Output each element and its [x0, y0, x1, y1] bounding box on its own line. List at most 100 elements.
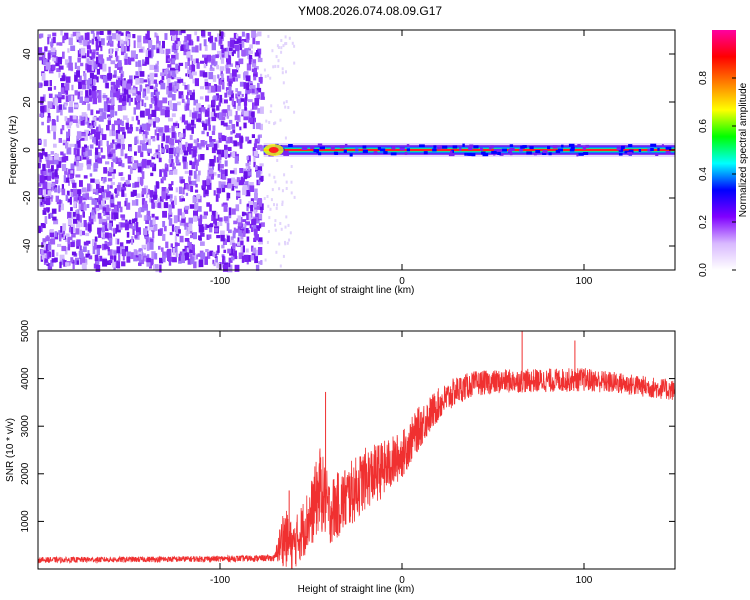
noise-cell: [248, 166, 251, 171]
noise-cell: [79, 254, 83, 259]
noise-cell: [146, 194, 149, 199]
noise-cell: [285, 187, 288, 190]
noise-cell: [224, 184, 229, 188]
noise-cell: [251, 111, 255, 118]
noise-cell: [118, 254, 121, 262]
noise-cell: [209, 67, 215, 72]
noise-cell: [170, 103, 173, 110]
signal-speckle: [450, 150, 453, 154]
noise-cell: [211, 99, 216, 106]
noise-cell: [107, 144, 111, 153]
noise-cell: [160, 72, 165, 76]
noise-cell: [257, 247, 263, 255]
noise-cell: [224, 99, 228, 104]
colorbar-ticks: 0.00.20.40.60.8: [698, 71, 736, 277]
noise-cell: [252, 36, 256, 45]
noise-cell: [96, 56, 100, 62]
noise-cell: [137, 42, 142, 48]
noise-cell: [146, 237, 152, 244]
noise-cell: [76, 65, 81, 71]
noise-cell: [169, 154, 173, 159]
noise-cell: [84, 258, 88, 265]
noise-cell: [67, 242, 71, 251]
noise-cell: [146, 257, 151, 263]
noise-cell: [61, 156, 67, 163]
noise-cell: [114, 111, 118, 116]
noise-cell: [162, 210, 167, 218]
noise-cell: [96, 244, 102, 249]
signal-speckle: [310, 146, 315, 149]
noise-cell: [75, 228, 80, 235]
noise-cell: [171, 181, 174, 186]
noise-cell: [168, 170, 174, 175]
noise-cell: [243, 71, 249, 78]
noise-cell: [228, 229, 232, 234]
noise-cell: [135, 222, 139, 228]
noise-cell: [48, 168, 52, 173]
noise-cell: [252, 147, 256, 151]
signal-speckle: [496, 148, 503, 152]
noise-cell: [49, 156, 53, 161]
noise-cell: [196, 118, 201, 122]
noise-cell: [108, 207, 111, 211]
noise-cell: [96, 110, 100, 114]
noise-cell: [252, 224, 256, 231]
noise-cell: [88, 89, 92, 96]
noise-cell: [106, 214, 111, 221]
noise-cell: [236, 177, 240, 183]
signal-speckle: [577, 144, 581, 148]
noise-cell: [135, 61, 138, 67]
noise-cell: [277, 46, 280, 49]
noise-cell: [244, 106, 247, 113]
noise-cell: [236, 38, 242, 44]
noise-cell: [162, 234, 166, 241]
noise-cell: [284, 35, 287, 39]
noise-cell: [67, 198, 72, 203]
noise-cell: [215, 140, 220, 148]
noise-cell: [159, 229, 162, 236]
noise-cell: [55, 195, 59, 202]
noise-cell: [203, 39, 207, 47]
noise-cell: [133, 40, 136, 49]
noise-cell: [234, 40, 239, 44]
noise-cell: [179, 235, 184, 243]
signal-speckle: [535, 150, 541, 153]
noise-cell: [199, 43, 202, 51]
noise-cell: [51, 183, 55, 187]
x-tick-label: 100: [576, 276, 593, 287]
noise-cell: [240, 233, 244, 240]
noise-cell: [115, 130, 120, 137]
noise-cell: [227, 137, 231, 144]
noise-cell: [171, 113, 176, 118]
noise-cell: [190, 186, 194, 193]
noise-cell: [234, 228, 240, 233]
noise-cell: [181, 217, 186, 223]
signal-speckle: [570, 146, 575, 150]
noise-cell: [131, 156, 134, 162]
noise-cell: [209, 225, 213, 233]
noise-cell: [46, 175, 52, 181]
noise-cell: [194, 78, 199, 87]
noise-cell: [253, 73, 258, 78]
noise-cell: [208, 72, 214, 80]
noise-cell: [94, 152, 100, 160]
noise-cell: [266, 240, 269, 244]
noise-cell: [211, 210, 217, 218]
noise-cell: [126, 251, 132, 259]
noise-cell: [126, 256, 131, 263]
noise-cell: [87, 61, 92, 65]
noise-cell: [153, 86, 157, 90]
noise-cell: [194, 142, 199, 147]
noise-cell: [154, 105, 160, 111]
noise-cell: [125, 179, 130, 185]
noise-cell: [87, 224, 92, 232]
noise-cell: [255, 264, 260, 271]
noise-cell: [103, 244, 109, 250]
noise-cell: [77, 79, 82, 83]
y-tick-label: -40: [22, 238, 33, 253]
noise-cell: [222, 202, 228, 206]
noise-cell: [93, 162, 99, 169]
noise-cell: [216, 222, 220, 229]
noise-cell: [68, 37, 73, 45]
noise-cell: [86, 164, 91, 170]
